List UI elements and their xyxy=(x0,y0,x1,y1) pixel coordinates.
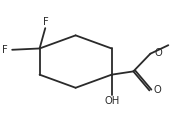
Text: OH: OH xyxy=(104,96,120,106)
Text: O: O xyxy=(154,48,162,58)
Text: O: O xyxy=(153,85,161,95)
Text: F: F xyxy=(2,45,8,55)
Text: F: F xyxy=(43,17,49,27)
